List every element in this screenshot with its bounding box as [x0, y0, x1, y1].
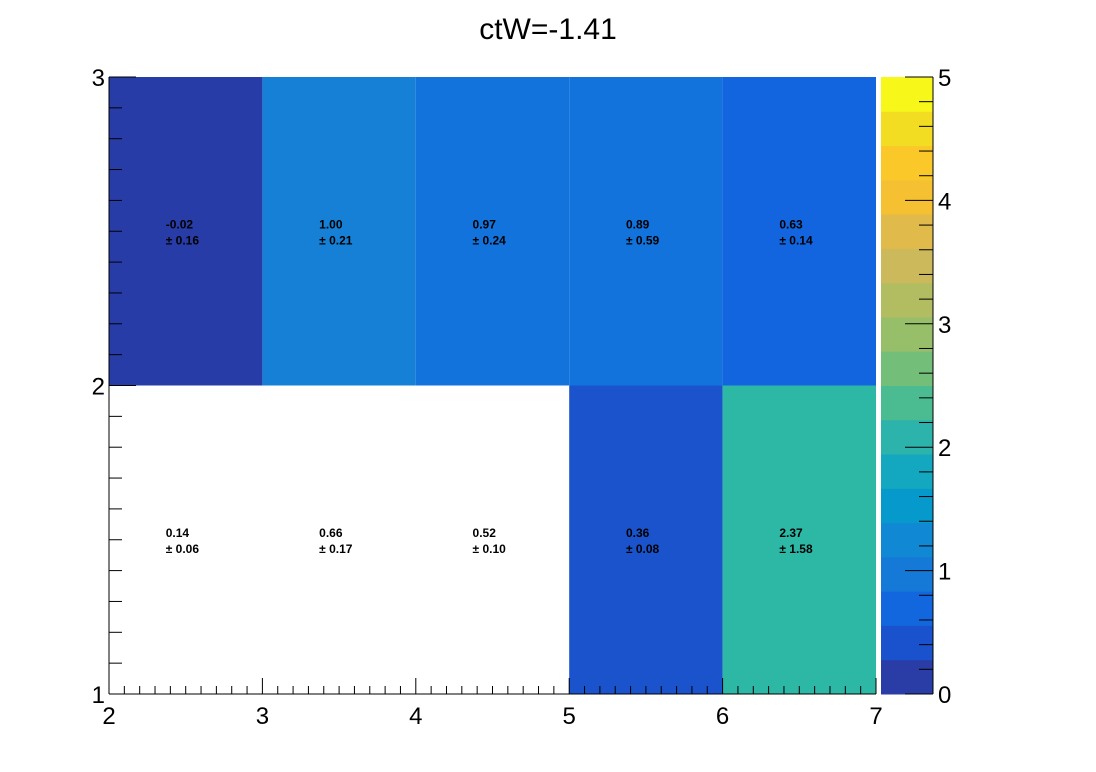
- color-scale-swatch: [881, 385, 933, 421]
- cell-value-label: 0.89: [626, 217, 650, 231]
- color-scale-swatch: [881, 111, 933, 147]
- chart-title: ctW=-1.41: [479, 13, 617, 46]
- heatmap-cell: [109, 77, 263, 386]
- cell-value-label: 0.97: [473, 217, 497, 231]
- cell-error-label: ± 1.58: [779, 542, 813, 556]
- color-scale-swatch: [881, 556, 933, 592]
- color-scale-tick-label: 0: [938, 682, 951, 709]
- color-scale-tick-label: 5: [938, 65, 951, 92]
- heatmap-cell: [722, 385, 876, 694]
- cell-error-label: ± 0.08: [626, 542, 660, 556]
- x-tick-label: 2: [102, 703, 115, 730]
- color-scale-tick-label: 1: [938, 559, 951, 586]
- color-scale-tick-label: 2: [938, 435, 951, 462]
- color-scale-swatch: [881, 659, 933, 695]
- cell-error-label: ± 0.24: [473, 233, 507, 247]
- cell-value-label: 2.37: [779, 526, 803, 540]
- color-scale-swatch: [881, 214, 933, 249]
- color-scale-swatch: [881, 316, 933, 352]
- heatmap-cell: [569, 385, 723, 694]
- cell-value-label: 0.14: [166, 526, 190, 540]
- color-scale-swatch: [881, 625, 933, 661]
- y-tick-label: 1: [92, 682, 105, 709]
- color-scale-swatch: [881, 248, 933, 284]
- cell-error-label: ± 0.10: [473, 542, 507, 556]
- cell-value-label: 0.36: [626, 526, 650, 540]
- x-tick-label: 4: [409, 703, 422, 730]
- color-scale-tick-label: 4: [938, 188, 951, 215]
- cell-error-label: ± 0.17: [319, 542, 353, 556]
- color-scale-swatch: [881, 282, 933, 318]
- color-scale-bar: 0 1 2 3 4 5: [881, 65, 951, 709]
- color-scale-swatch: [881, 351, 933, 386]
- cell-error-label: ± 0.06: [166, 542, 200, 556]
- x-tick-label: 7: [869, 703, 882, 730]
- color-scale-swatch: [881, 488, 933, 524]
- x-tick-label: 6: [716, 703, 729, 730]
- cell-error-label: ± 0.14: [779, 233, 813, 247]
- cell-value-label: 0.66: [319, 526, 343, 540]
- cell-value-label: 1.00: [319, 217, 343, 231]
- color-scale-swatch: [881, 522, 933, 558]
- y-tick-label: 2: [92, 374, 105, 401]
- cell-value-label: 0.63: [779, 217, 803, 231]
- color-scale-swatch: [881, 419, 933, 455]
- color-scale-swatch: [881, 77, 933, 112]
- heatmap-cell: [722, 77, 876, 386]
- cell-error-label: ± 0.59: [626, 233, 660, 247]
- cell-labels: -0.02 ± 0.16 1.00 ± 0.21 0.97 ± 0.24 0.89 ± 0.5…: [166, 217, 813, 556]
- x-tick-label: 3: [256, 703, 269, 730]
- color-scale-tick-label: 3: [938, 312, 951, 339]
- color-scale-swatch: [881, 591, 933, 626]
- cell-value-label: -0.02: [166, 217, 194, 231]
- y-tick-label: 3: [92, 65, 105, 92]
- cell-error-label: ± 0.21: [319, 233, 353, 247]
- heatmap-cell: [262, 77, 416, 386]
- color-scale-swatch: [881, 179, 933, 215]
- heatmap-cell: [415, 77, 570, 386]
- cell-error-label: ± 0.16: [166, 233, 200, 247]
- heatmap-cells: [109, 77, 876, 694]
- cell-value-label: 0.52: [473, 526, 497, 540]
- x-tick-label: 5: [563, 703, 576, 730]
- heatmap-cell: [569, 77, 723, 386]
